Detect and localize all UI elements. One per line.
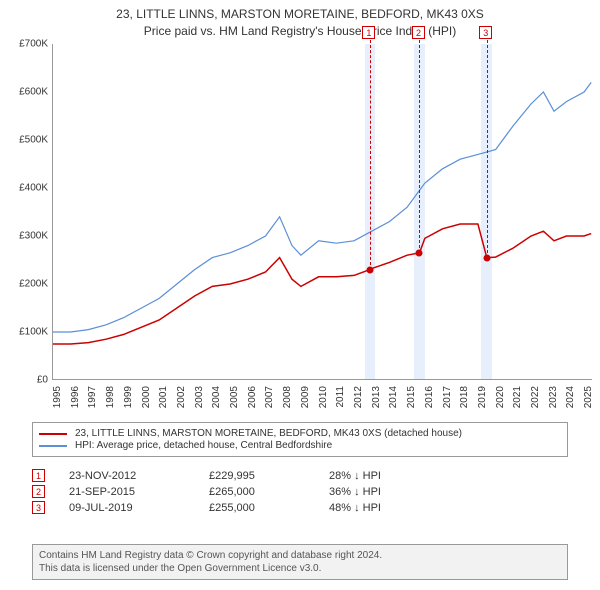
- x-tick-label: 2025: [583, 386, 594, 408]
- footer: Contains HM Land Registry data © Crown c…: [32, 544, 568, 580]
- x-tick-label: 2008: [282, 386, 293, 408]
- x-tick-label: 2012: [353, 386, 364, 408]
- legend-label: 23, LITTLE LINNS, MARSTON MORETAINE, BED…: [75, 428, 462, 439]
- y-tick-label: £200K: [19, 279, 48, 290]
- title-line-1: 23, LITTLE LINNS, MARSTON MORETAINE, BED…: [0, 6, 600, 23]
- sale-diff: 36% ↓ HPI: [329, 486, 449, 498]
- x-tick-label: 1999: [123, 386, 134, 408]
- footer-line-1: Contains HM Land Registry data © Crown c…: [39, 549, 561, 562]
- x-tick-label: 2004: [211, 386, 222, 408]
- y-tick-label: £400K: [19, 183, 48, 194]
- sales-row: 3 09-JUL-2019£255,00048% ↓ HPI: [32, 501, 568, 514]
- sale-price: £255,000: [209, 502, 329, 514]
- series-property: [53, 224, 591, 344]
- legend-swatch: [39, 433, 67, 435]
- sale-date: 21-SEP-2015: [69, 486, 209, 498]
- x-tick-label: 2010: [318, 386, 329, 408]
- y-tick-label: £100K: [19, 327, 48, 338]
- title-line-2: Price paid vs. HM Land Registry's House …: [0, 23, 600, 40]
- y-tick-label: £600K: [19, 87, 48, 98]
- x-tick-label: 2014: [388, 386, 399, 408]
- sales-marker: 1: [32, 469, 45, 482]
- plot-area: [52, 44, 592, 380]
- footer-line-2: This data is licensed under the Open Gov…: [39, 562, 561, 575]
- x-tick-label: 2003: [194, 386, 205, 408]
- series-svg: [53, 44, 593, 380]
- sale-price: £229,995: [209, 470, 329, 482]
- x-tick-label: 2023: [548, 386, 559, 408]
- x-tick-label: 2017: [442, 386, 453, 408]
- legend-row: HPI: Average price, detached house, Cent…: [39, 440, 561, 451]
- x-tick-label: 2013: [371, 386, 382, 408]
- x-tick-label: 2024: [565, 386, 576, 408]
- x-tick-label: 1997: [87, 386, 98, 408]
- y-tick-label: £500K: [19, 135, 48, 146]
- x-tick-label: 1995: [52, 386, 63, 408]
- x-tick-label: 2001: [158, 386, 169, 408]
- series-hpi: [53, 82, 591, 332]
- legend-swatch: [39, 445, 67, 447]
- x-tick-label: 2015: [406, 386, 417, 408]
- sales-table: 1 23-NOV-2012£229,99528% ↓ HPI 2 21-SEP-201…: [32, 466, 568, 517]
- y-tick-label: £0: [37, 375, 48, 386]
- legend-row: 23, LITTLE LINNS, MARSTON MORETAINE, BED…: [39, 428, 561, 439]
- sale-diff: 28% ↓ HPI: [329, 470, 449, 482]
- x-tick-label: 2018: [459, 386, 470, 408]
- x-tick-label: 2009: [300, 386, 311, 408]
- legend: 23, LITTLE LINNS, MARSTON MORETAINE, BED…: [32, 422, 568, 457]
- sales-marker: 2: [32, 485, 45, 498]
- marker-dashed-line: [370, 40, 371, 270]
- chart-container: 23, LITTLE LINNS, MARSTON MORETAINE, BED…: [0, 0, 600, 590]
- chart-wrap: 123 £0£100K£200K£300K£400K£500K£600K£700…: [8, 44, 592, 414]
- x-tick-label: 2000: [141, 386, 152, 408]
- marker-dashed-line: [487, 40, 488, 258]
- x-tick-label: 1996: [70, 386, 81, 408]
- sales-marker: 3: [32, 501, 45, 514]
- x-tick-label: 2019: [477, 386, 488, 408]
- title-block: 23, LITTLE LINNS, MARSTON MORETAINE, BED…: [0, 0, 600, 40]
- marker-dashed-line: [419, 40, 420, 253]
- marker-box: 1: [362, 26, 375, 39]
- sales-row: 1 23-NOV-2012£229,99528% ↓ HPI: [32, 469, 568, 482]
- x-tick-label: 2002: [176, 386, 187, 408]
- x-tick-label: 2006: [247, 386, 258, 408]
- sales-row: 2 21-SEP-2015£265,00036% ↓ HPI: [32, 485, 568, 498]
- sale-date: 09-JUL-2019: [69, 502, 209, 514]
- sale-price: £265,000: [209, 486, 329, 498]
- marker-box: 3: [479, 26, 492, 39]
- legend-label: HPI: Average price, detached house, Cent…: [75, 440, 332, 451]
- x-tick-label: 2016: [424, 386, 435, 408]
- x-tick-label: 2020: [495, 386, 506, 408]
- sale-date: 23-NOV-2012: [69, 470, 209, 482]
- x-tick-label: 2005: [229, 386, 240, 408]
- x-tick-label: 2011: [335, 386, 346, 408]
- sale-diff: 48% ↓ HPI: [329, 502, 449, 514]
- x-tick-label: 2022: [530, 386, 541, 408]
- x-tick-label: 2021: [512, 386, 523, 408]
- marker-box: 2: [412, 26, 425, 39]
- y-tick-label: £300K: [19, 231, 48, 242]
- y-tick-label: £700K: [19, 39, 48, 50]
- x-tick-label: 1998: [105, 386, 116, 408]
- x-tick-label: 2007: [264, 386, 275, 408]
